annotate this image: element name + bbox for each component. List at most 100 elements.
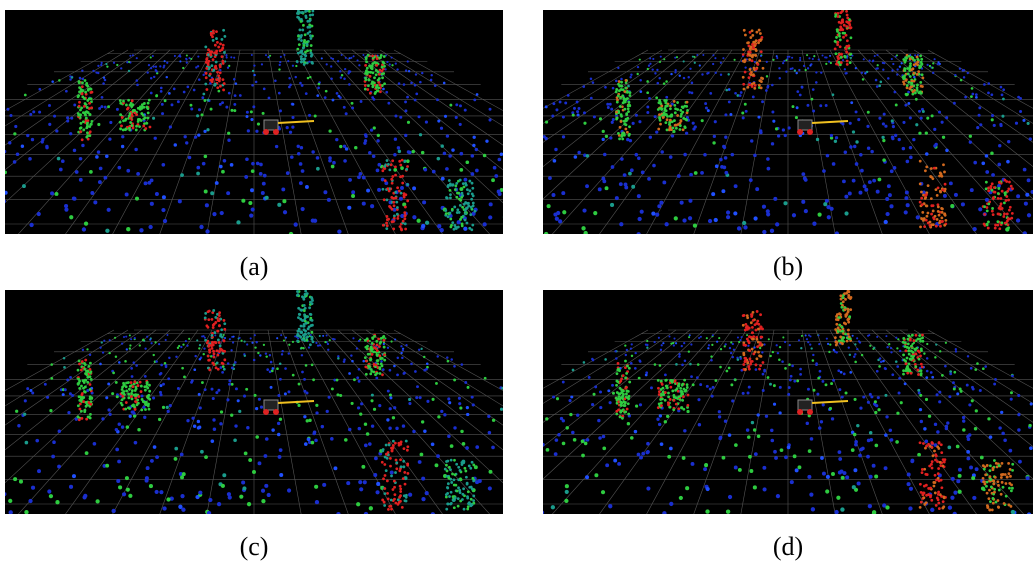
point [339, 394, 342, 397]
point [471, 487, 474, 490]
point [861, 447, 865, 451]
point [987, 189, 990, 192]
point [620, 120, 623, 123]
point [144, 375, 147, 378]
point [87, 415, 90, 418]
point [909, 65, 912, 68]
point [861, 354, 863, 356]
point [557, 433, 561, 437]
point [719, 158, 723, 162]
point [745, 110, 748, 113]
point [32, 110, 35, 113]
point [272, 367, 275, 370]
point [303, 415, 306, 418]
point [940, 216, 943, 219]
point [688, 91, 691, 94]
point [576, 110, 579, 113]
point [818, 58, 820, 60]
point [396, 68, 398, 70]
point [733, 349, 735, 351]
point [471, 187, 474, 190]
point [715, 72, 717, 74]
point [696, 376, 699, 379]
point [312, 340, 315, 343]
point [211, 362, 214, 365]
point [81, 92, 84, 95]
point [203, 353, 205, 355]
point [251, 84, 254, 87]
point [581, 226, 585, 230]
point [245, 115, 248, 118]
point [682, 218, 686, 222]
point [459, 204, 462, 207]
point [144, 127, 147, 130]
point [98, 107, 101, 110]
point [999, 123, 1002, 126]
point [885, 197, 889, 201]
point [920, 191, 923, 194]
point [620, 78, 623, 81]
point [389, 63, 391, 65]
point [302, 58, 305, 61]
point [459, 179, 462, 182]
point [705, 509, 709, 513]
point [287, 60, 289, 62]
point [266, 368, 269, 371]
point [997, 187, 1000, 190]
point [244, 340, 246, 342]
point [179, 60, 181, 62]
point [853, 433, 857, 437]
point [410, 82, 413, 85]
point [744, 66, 746, 68]
point [297, 330, 300, 333]
point [220, 410, 223, 413]
point [425, 121, 428, 124]
point [743, 225, 747, 229]
point [78, 80, 81, 83]
point [825, 63, 827, 65]
point [201, 96, 204, 99]
point [251, 207, 255, 211]
point-cloud-panel [5, 10, 503, 234]
point [626, 131, 629, 134]
point [570, 395, 573, 398]
point [863, 184, 867, 188]
point [1005, 195, 1008, 198]
point [115, 355, 117, 357]
point [63, 366, 66, 369]
point [891, 373, 894, 376]
point [592, 81, 595, 84]
point [998, 144, 1001, 147]
point [224, 337, 226, 339]
point [698, 337, 700, 339]
point [383, 82, 386, 85]
point [867, 439, 871, 443]
point [756, 320, 759, 323]
point [89, 170, 93, 174]
point [144, 389, 147, 392]
point [309, 49, 312, 52]
point [1002, 88, 1005, 91]
point [752, 46, 755, 49]
point [471, 224, 474, 227]
point [654, 115, 657, 118]
point [785, 59, 787, 61]
point [434, 84, 437, 87]
point [304, 290, 307, 293]
point [583, 122, 586, 125]
point [624, 344, 626, 346]
point [263, 344, 265, 346]
point [445, 212, 448, 215]
point [205, 58, 208, 61]
point [449, 468, 452, 471]
point [746, 334, 748, 336]
point [908, 81, 911, 84]
point [205, 229, 209, 233]
point [905, 191, 909, 195]
point [216, 354, 219, 357]
point [278, 455, 282, 459]
point [382, 61, 385, 64]
point [457, 226, 460, 229]
point [15, 410, 18, 413]
point [749, 363, 752, 366]
